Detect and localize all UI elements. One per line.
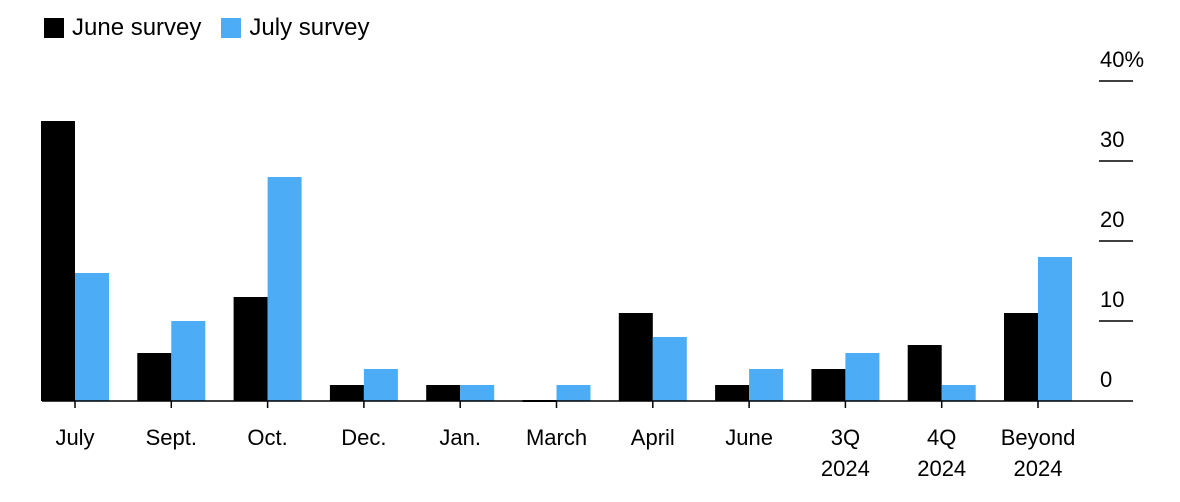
bar-july-1 [171,321,206,401]
bar-june-9 [907,345,942,401]
bar-june-6 [618,313,653,401]
bar-june-8 [811,369,846,401]
legend-item-july-survey: July survey [221,14,369,42]
legend-item-june-survey: June survey [44,14,201,42]
bar-june-7 [715,385,750,401]
x-tick-label-line: 4Q [927,425,956,450]
bar-june-3 [329,385,364,401]
x-tick-label-line: 2024 [1014,456,1063,481]
legend-label-july-survey: July survey [249,14,370,41]
x-tick-label-line: June [725,425,773,450]
bar-july-9 [941,385,976,401]
bar-july-4 [460,385,495,401]
x-tick-label-1: Sept. [146,425,197,450]
bar-june-4 [426,385,461,401]
bar-june-10 [1004,313,1038,401]
bar-july-6 [652,337,687,401]
y-tick-label-40: 40% [1100,47,1144,72]
bar-june-0 [41,121,75,401]
bar-july-3 [363,369,398,401]
x-tick-label-line: Oct. [247,425,287,450]
x-tick-label-line: Dec. [341,425,386,450]
x-tick-label-5: March [526,425,587,450]
y-tick-label-10: 10 [1100,287,1124,312]
x-tick-label-line: 3Q [831,425,860,450]
x-tick-label-line: 2024 [821,456,870,481]
bar-july-8 [845,353,880,401]
x-tick-label-8: 3Q 2024 [821,425,870,481]
x-tick-label-9: 4Q 2024 [917,425,966,481]
x-tick-label-line: July [55,425,94,450]
bar-june-1 [137,353,172,401]
bar-july-5 [556,385,591,401]
x-tick-label-line: 2024 [917,456,966,481]
x-tick-label-line: Jan. [439,425,481,450]
bar-july-2 [267,177,302,401]
x-tick-label-line: April [631,425,675,450]
bar-july-0 [75,273,109,401]
x-tick-label-7: June [725,425,773,450]
bar-july-7 [749,369,784,401]
x-tick-label-2: Oct. [247,425,287,450]
y-tick-label-30: 30 [1100,127,1124,152]
x-tick-label-line: Sept. [146,425,197,450]
legend-swatch-july-survey [221,18,242,38]
x-tick-label-0: July [55,425,94,450]
bar-july-10 [1038,257,1072,401]
legend-swatch-june-survey [44,18,64,38]
x-tick-label-6: April [631,425,675,450]
legend: June survey July survey [44,12,369,44]
bar-june-2 [233,297,268,401]
legend-label-june-survey: June survey [72,14,202,41]
x-tick-label-4: Jan. [439,425,481,450]
y-tick-label-0: 0 [1100,367,1112,392]
x-tick-label-3: Dec. [341,425,386,450]
x-tick-label-line: Beyond [1001,425,1076,450]
x-tick-label-line: March [526,425,587,450]
y-tick-label-20: 20 [1100,207,1124,232]
x-tick-label-10: Beyond 2024 [1001,425,1076,481]
